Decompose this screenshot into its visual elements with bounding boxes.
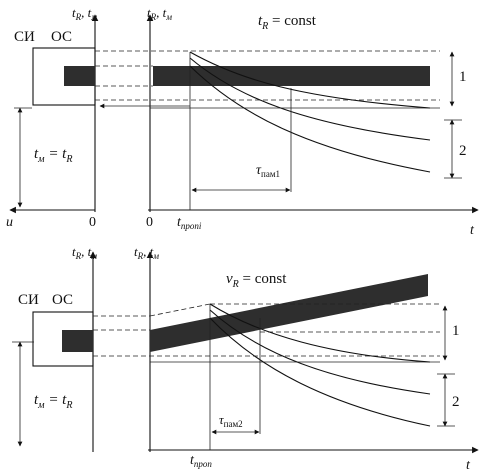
bottom-left-axis-label: tR, tм — [72, 244, 97, 261]
top-left-axis-label: tR, tм — [72, 5, 97, 22]
top-si-label: СИ — [14, 29, 35, 45]
bottom-tprop-label: tпpоп — [190, 453, 212, 469]
bottom-tau-label: τпам2 — [219, 412, 243, 429]
bottom-zone1-label: 1 — [452, 323, 460, 339]
top-zero-right: 0 — [146, 215, 153, 230]
top-zone2-label: 2 — [459, 143, 467, 159]
top-zone1-label: 1 — [459, 69, 467, 85]
top-panel: tR, tм tR, tм tR = const СИ ОС tм = tR u… — [6, 5, 479, 238]
top-curve-2 — [189, 57, 431, 141]
bottom-zone2-label: 2 — [452, 394, 460, 410]
bottom-dash-upper-r — [149, 303, 211, 317]
bottom-t-axis-label: t — [466, 458, 471, 473]
bottom-si-label: СИ — [18, 292, 39, 308]
top-t-axis-label: t — [470, 223, 475, 238]
top-condition-label: tR = const — [258, 13, 317, 32]
bottom-os-label: ОС — [52, 292, 73, 308]
top-curve-3 — [189, 65, 431, 173]
bottom-condition-label: vR = const — [226, 271, 287, 290]
top-main-axis-label: tR, tм — [147, 5, 172, 22]
bottom-rising-band — [150, 274, 428, 352]
top-curve-1 — [189, 51, 431, 109]
top-equality-label: tм = tR — [34, 146, 72, 165]
top-tau-label: τпам1 — [256, 163, 280, 179]
bottom-curve-1 — [209, 303, 431, 363]
bottom-curve-2 — [209, 309, 431, 395]
top-zero-left: 0 — [89, 215, 96, 230]
bottom-equality-label: tм = tR — [34, 392, 72, 411]
bottom-panel: tR, tм tR, tм vR = const СИ ОС tм = tR t… — [12, 244, 479, 473]
bottom-main-axis-label: tR, tм — [134, 244, 159, 261]
top-main-band — [153, 66, 430, 86]
bottom-curve-3 — [209, 317, 431, 427]
bottom-os-band-left — [62, 330, 93, 352]
top-tprop-label: tпропі — [177, 215, 202, 231]
top-os-band-left — [64, 66, 95, 86]
top-u-label: u — [6, 215, 13, 230]
top-os-label: ОС — [51, 29, 72, 45]
